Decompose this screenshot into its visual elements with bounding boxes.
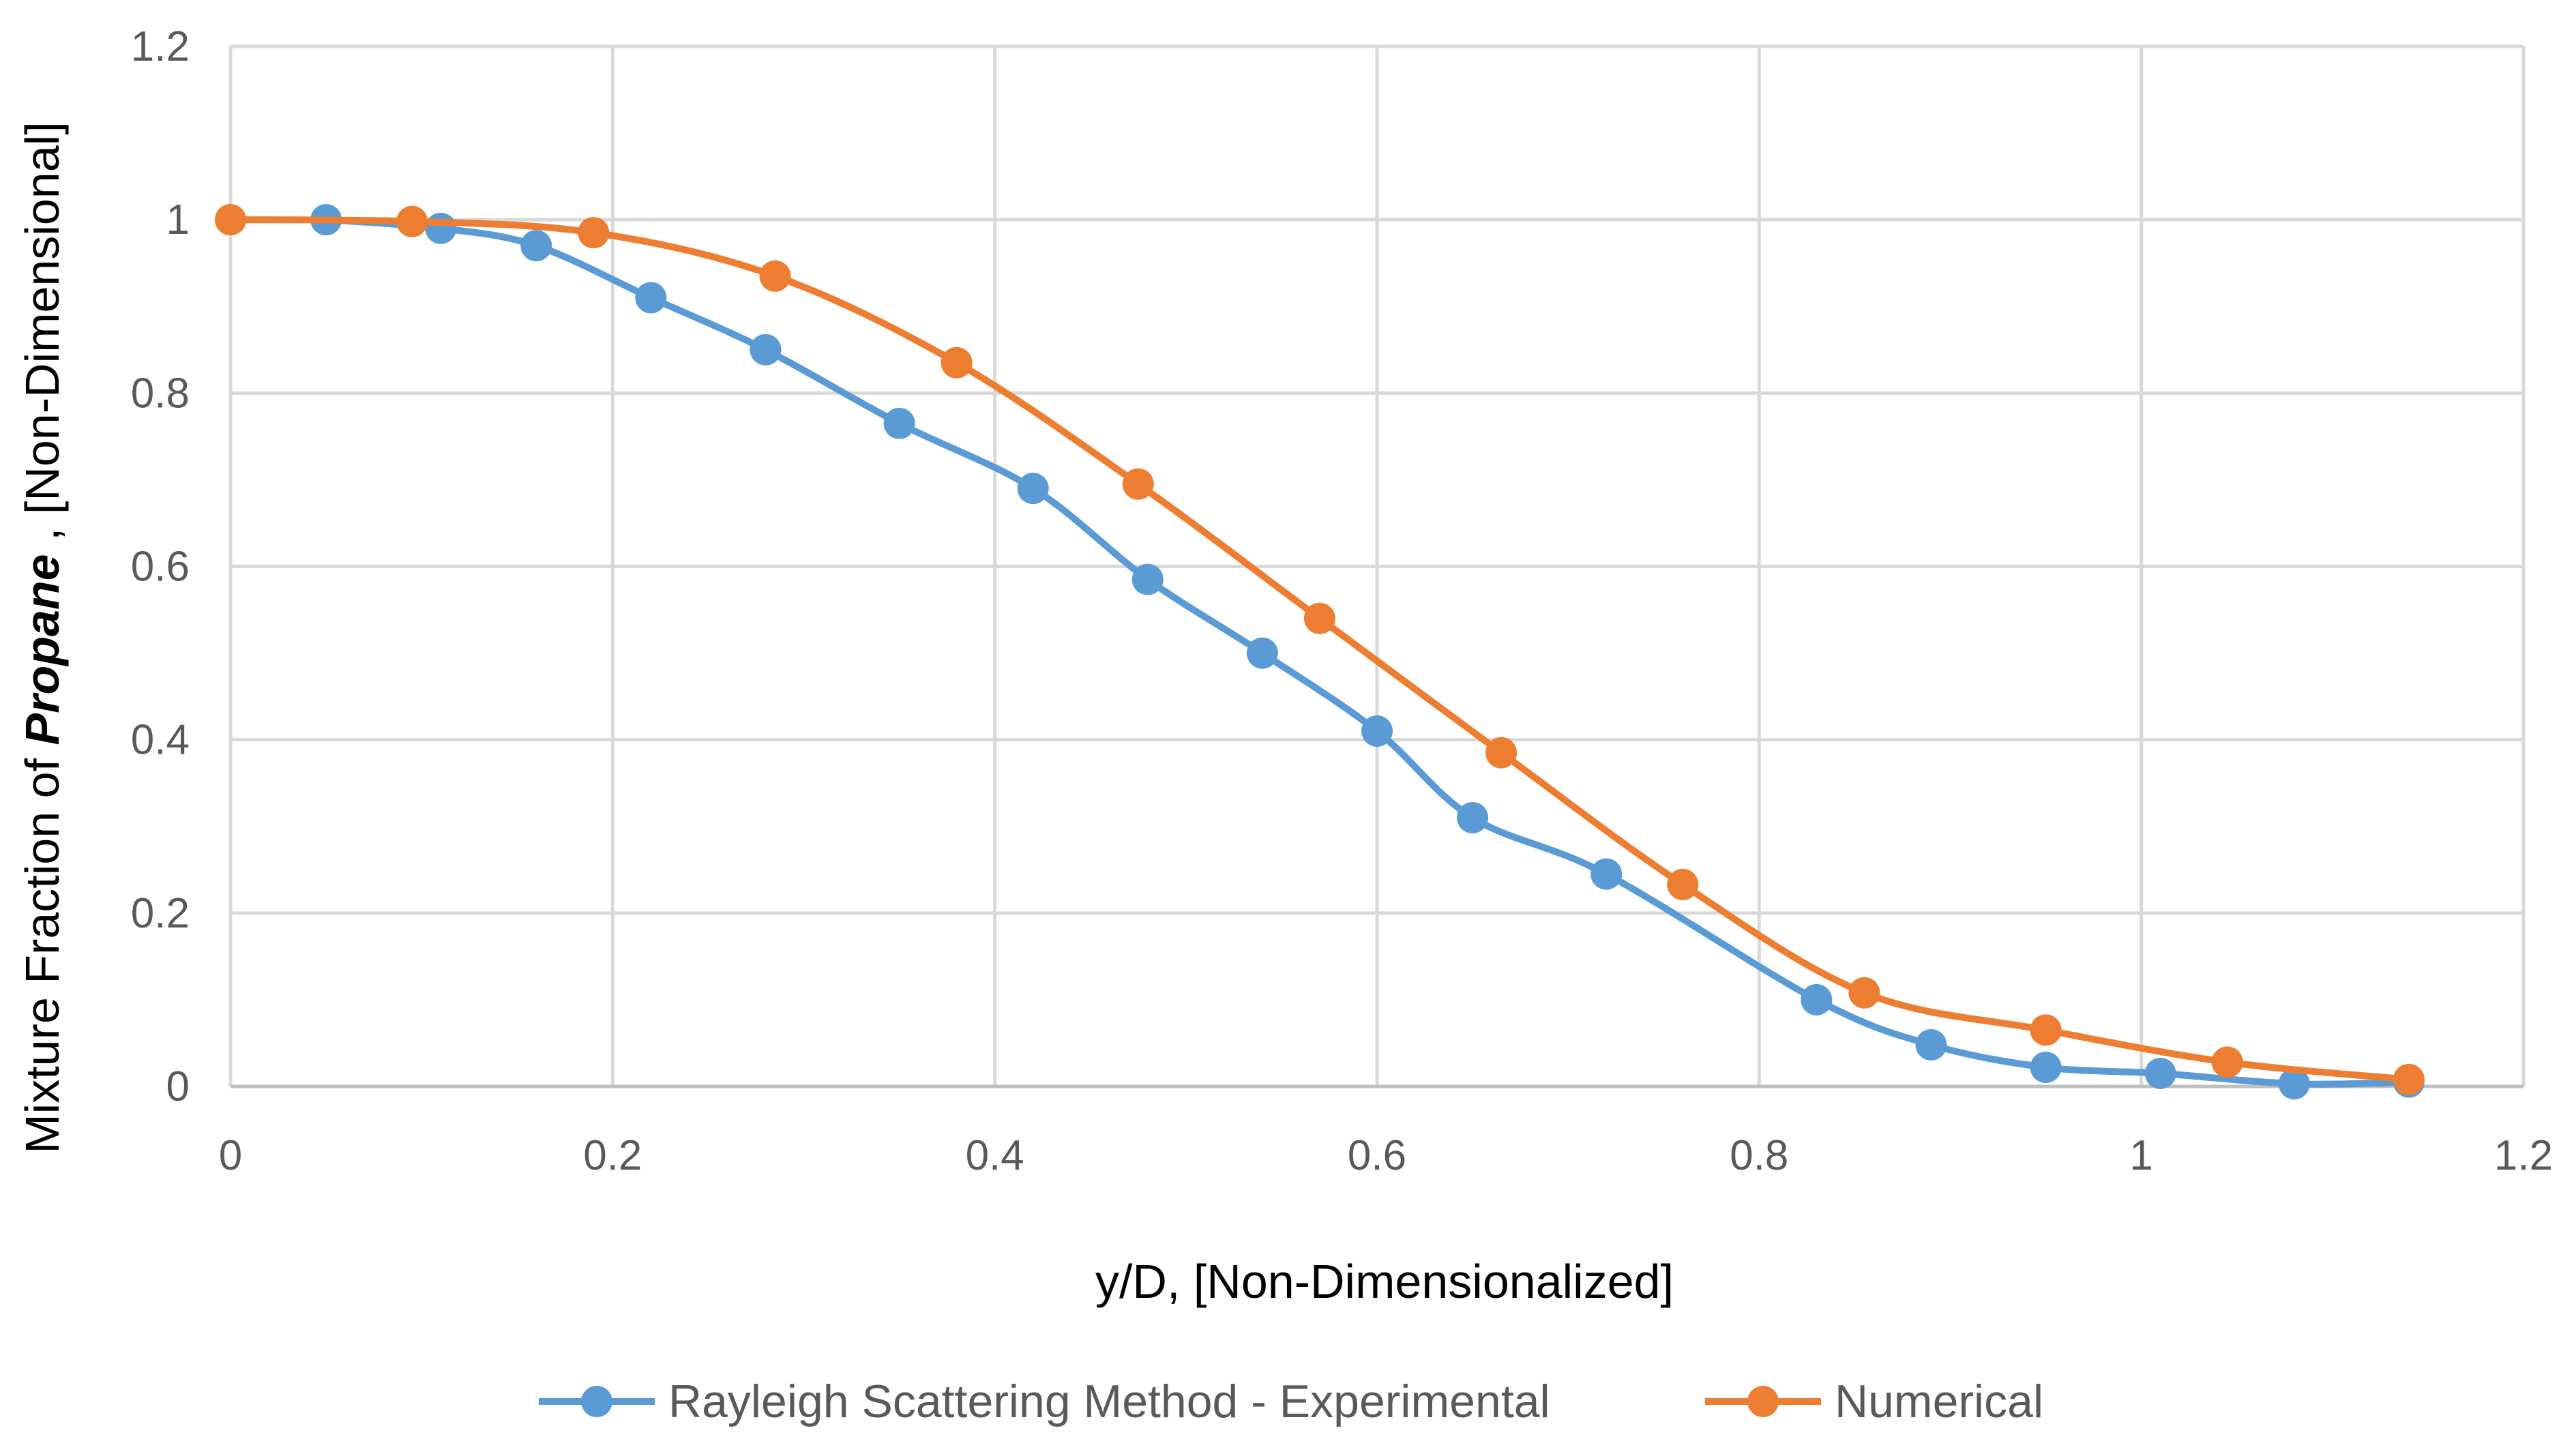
x-tick-label: 0.2 (583, 1132, 642, 1179)
x-tick-label: 0.8 (1730, 1132, 1788, 1179)
data-point-numerical (396, 205, 428, 237)
x-axis-title: y/D, [Non-Dimensionalized] (1095, 1255, 1674, 1308)
data-point-numerical (759, 260, 791, 292)
y-axis-title-suffix: , [Non-Dimensional] (16, 121, 69, 541)
y-tick-label: 1 (166, 196, 190, 243)
x-tick-label: 0.6 (1348, 1132, 1406, 1179)
legend-label-numerical: Numerical (1835, 1376, 2043, 1427)
x-tick-label: 0 (219, 1132, 242, 1179)
data-point-numerical (2393, 1063, 2425, 1095)
x-tick-label: 0.4 (966, 1132, 1024, 1179)
data-point-numerical (2211, 1046, 2243, 1078)
y-axis-title-emphasis: Propane (16, 554, 69, 745)
series-line-numerical (227, 216, 2412, 1083)
y-axis-title: Mixture Fraction of Propane , [Non-Dimen… (16, 121, 69, 1153)
data-point-experimental (1131, 563, 1164, 595)
data-point-experimental (2278, 1068, 2310, 1100)
legend-swatch-marker (1747, 1386, 1779, 1417)
x-tick-label: 1 (2129, 1132, 2152, 1179)
data-point-numerical (941, 346, 973, 379)
data-point-numerical (1485, 737, 1518, 769)
x-tick-label: 1.2 (2494, 1132, 2553, 1179)
series-numerical (215, 204, 2425, 1095)
data-point-experimental (1361, 715, 1393, 747)
data-point-experimental (750, 333, 782, 366)
data-point-numerical (578, 217, 610, 249)
legend-item-numerical[interactable]: Numerical (1705, 1376, 2043, 1427)
y-tick-label: 0.4 (131, 717, 190, 764)
data-point-numerical (1122, 468, 1154, 500)
data-point-experimental (2030, 1052, 2062, 1084)
y-tick-label: 0.6 (131, 544, 190, 591)
data-point-numerical (1667, 868, 1699, 900)
legend-label-experimental: Rayleigh Scattering Method - Experimenta… (668, 1376, 1550, 1427)
y-axis-title-prefix: Mixture Fraction of (16, 745, 69, 1154)
data-point-experimental (1457, 802, 1489, 834)
data-point-experimental (1915, 1029, 1947, 1060)
y-tick-label: 0.2 (131, 890, 190, 937)
data-point-experimental (1590, 858, 1623, 890)
data-point-experimental (520, 230, 552, 262)
data-point-numerical (1848, 977, 1880, 1009)
tick-labels: 0 0.2 0.4 0.6 0.8 1 1.2 0 0.2 0.4 0.6 0.8 1 1.2 (131, 23, 2553, 1179)
legend: Rayleigh Scattering Method - Experimenta… (539, 1376, 2043, 1427)
y-tick-label: 1.2 (131, 23, 190, 70)
data-point-numerical (1303, 602, 1335, 634)
data-point-experimental (635, 282, 667, 314)
data-point-experimental (2144, 1057, 2176, 1089)
series (215, 204, 2425, 1100)
data-point-experimental (1801, 983, 1833, 1015)
y-tick-label: 0 (166, 1063, 190, 1110)
y-tick-label: 0.8 (131, 370, 190, 417)
data-point-experimental (883, 407, 915, 439)
data-point-numerical (215, 204, 246, 236)
data-point-experimental (1246, 637, 1278, 669)
data-point-experimental (425, 212, 457, 244)
gridlines (228, 44, 2526, 1086)
data-point-experimental (1017, 473, 1049, 505)
data-point-numerical (2030, 1014, 2062, 1046)
legend-swatch-marker (581, 1386, 612, 1417)
legend-item-experimental[interactable]: Rayleigh Scattering Method - Experimenta… (539, 1376, 1550, 1427)
